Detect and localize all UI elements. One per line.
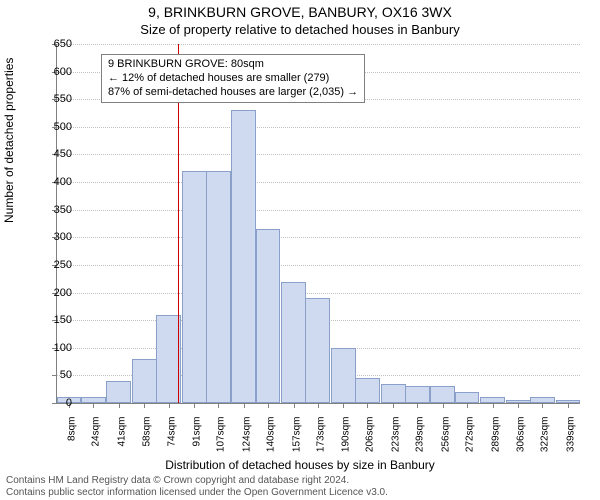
annotation-line: ← 12% of detached houses are smaller (27… <box>108 72 358 86</box>
x-tick <box>194 403 195 408</box>
y-tick-label: 300 <box>54 231 72 243</box>
title-sub: Size of property relative to detached ho… <box>0 22 600 37</box>
histogram-bar <box>132 359 157 403</box>
histogram-bar <box>455 392 480 403</box>
y-tick <box>52 375 57 376</box>
y-tick-label: 650 <box>54 38 72 50</box>
x-tick-label: 107sqm <box>216 417 227 453</box>
x-tick-label: 322sqm <box>540 417 551 453</box>
y-tick-label: 450 <box>54 148 72 160</box>
gridline <box>57 44 580 45</box>
annotation-box: 9 BRINKBURN GROVE: 80sqm ← 12% of detach… <box>101 54 365 103</box>
x-tick-label: 74sqm <box>166 417 177 447</box>
gridline <box>57 237 580 238</box>
x-tick <box>493 403 494 408</box>
y-axis-label: Number of detached properties <box>2 58 16 223</box>
x-tick <box>343 403 344 408</box>
footer-attribution: Contains HM Land Registry data © Crown c… <box>6 475 388 498</box>
x-tick <box>244 403 245 408</box>
x-tick <box>294 403 295 408</box>
y-tick-label: 100 <box>54 342 72 354</box>
x-tick-label: 256sqm <box>440 417 451 453</box>
x-tick-label: 58sqm <box>142 417 153 447</box>
histogram-bar <box>405 386 430 403</box>
title-main: 9, BRINKBURN GROVE, BANBURY, OX16 3WX <box>0 4 600 20</box>
y-tick-label: 0 <box>66 397 72 409</box>
histogram-bar <box>305 298 330 403</box>
histogram-bar <box>206 171 231 403</box>
y-tick <box>52 403 57 404</box>
gridline <box>57 127 580 128</box>
x-tick <box>367 403 368 408</box>
y-tick-label: 550 <box>54 93 72 105</box>
x-tick-label: 272sqm <box>464 417 475 453</box>
x-tick <box>417 403 418 408</box>
annotation-line: 87% of semi-detached houses are larger (… <box>108 86 358 100</box>
histogram-bar <box>331 348 356 403</box>
x-tick <box>169 403 170 408</box>
x-tick <box>443 403 444 408</box>
y-tick-label: 250 <box>54 259 72 271</box>
x-tick-label: 124sqm <box>241 417 252 453</box>
x-axis-label: Distribution of detached houses by size … <box>0 458 600 472</box>
histogram-chart: 9 BRINKBURN GROVE: 80sqm ← 12% of detach… <box>56 44 580 404</box>
y-tick-label: 350 <box>54 204 72 216</box>
y-tick-label: 500 <box>54 121 72 133</box>
x-tick-label: 223sqm <box>391 417 402 453</box>
x-tick-label: 41sqm <box>116 417 127 447</box>
histogram-bar <box>182 171 207 403</box>
y-tick-label: 600 <box>54 66 72 78</box>
x-tick <box>542 403 543 408</box>
x-tick-label: 140sqm <box>266 417 277 453</box>
x-tick <box>518 403 519 408</box>
gridline <box>57 210 580 211</box>
x-tick-label: 239sqm <box>415 417 426 453</box>
y-tick-label: 50 <box>60 369 72 381</box>
x-tick <box>218 403 219 408</box>
x-tick-label: 306sqm <box>516 417 527 453</box>
footer-line: Contains public sector information licen… <box>6 487 388 499</box>
gridline <box>57 182 580 183</box>
y-tick-label: 150 <box>54 314 72 326</box>
figure-container: 9, BRINKBURN GROVE, BANBURY, OX16 3WX Si… <box>0 0 600 500</box>
gridline <box>57 265 580 266</box>
x-tick-label: 91sqm <box>192 417 203 447</box>
x-tick <box>119 403 120 408</box>
x-tick <box>144 403 145 408</box>
histogram-bar <box>231 110 256 403</box>
footer-line: Contains HM Land Registry data © Crown c… <box>6 475 388 487</box>
x-tick <box>393 403 394 408</box>
histogram-bar <box>281 282 306 404</box>
x-tick-label: 339sqm <box>565 417 576 453</box>
x-tick-label: 8sqm <box>67 417 78 441</box>
histogram-bar <box>355 378 380 403</box>
x-tick <box>467 403 468 408</box>
y-tick-label: 200 <box>54 287 72 299</box>
x-tick <box>93 403 94 408</box>
x-tick-label: 157sqm <box>291 417 302 453</box>
x-tick <box>268 403 269 408</box>
x-tick-label: 190sqm <box>341 417 352 453</box>
x-tick-label: 24sqm <box>91 417 102 447</box>
histogram-bar <box>256 229 281 403</box>
histogram-bar <box>106 381 131 403</box>
x-tick-label: 289sqm <box>490 417 501 453</box>
x-tick <box>568 403 569 408</box>
x-tick-label: 173sqm <box>315 417 326 453</box>
histogram-bar <box>381 384 406 403</box>
x-tick-label: 206sqm <box>365 417 376 453</box>
gridline <box>57 154 580 155</box>
x-tick <box>318 403 319 408</box>
annotation-line: 9 BRINKBURN GROVE: 80sqm <box>108 58 358 72</box>
y-tick-label: 400 <box>54 176 72 188</box>
gridline <box>57 293 580 294</box>
histogram-bar <box>430 386 455 403</box>
